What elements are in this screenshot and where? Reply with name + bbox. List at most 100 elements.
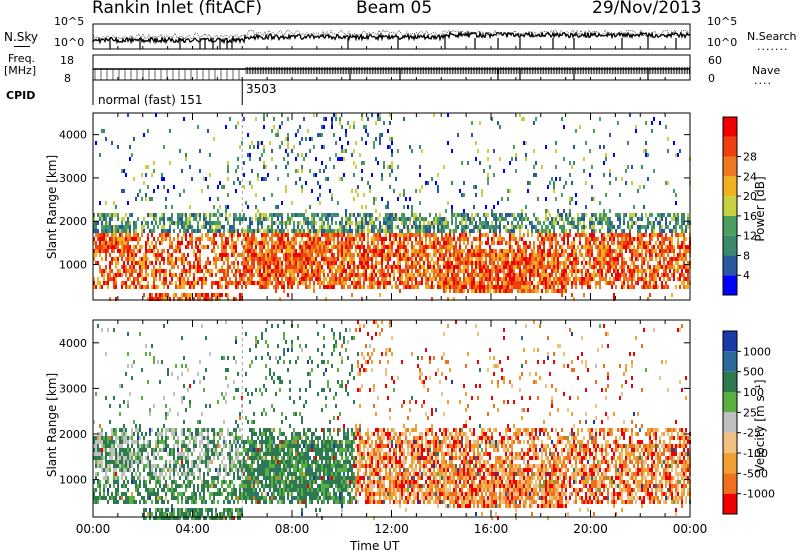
echo-cell	[215, 257, 217, 261]
echo-cell	[447, 273, 449, 277]
echo-cell	[149, 229, 151, 233]
echo-cell	[469, 249, 471, 253]
echo-cell	[629, 237, 631, 241]
echo-cell	[243, 273, 245, 277]
echo-cell	[129, 265, 131, 269]
echo-cell	[649, 241, 651, 245]
echo-cell	[107, 221, 109, 225]
echo-cell	[451, 253, 453, 257]
echo-cell	[161, 293, 163, 297]
echo-cell	[601, 221, 603, 225]
echo-cell	[323, 269, 325, 273]
echo-cell	[157, 185, 159, 189]
echo-cell	[481, 257, 483, 261]
echo-cell	[509, 269, 511, 273]
echo-cell	[649, 277, 651, 281]
echo-cell	[319, 253, 321, 257]
echo-cell	[589, 225, 591, 229]
echo-cell	[349, 273, 351, 277]
echo-cell	[473, 249, 475, 253]
echo-cell	[337, 213, 339, 217]
echo-cell	[345, 225, 347, 229]
echo-cell	[563, 221, 565, 225]
echo-cell	[483, 213, 485, 217]
echo-cell	[99, 245, 101, 249]
echo-cell	[263, 269, 265, 273]
echo-cell	[121, 233, 123, 237]
echo-cell	[209, 153, 211, 157]
echo-cell	[405, 265, 407, 269]
echo-cell	[309, 245, 311, 249]
echo-cell	[543, 261, 545, 265]
echo-cell	[423, 273, 425, 277]
echo-cell	[435, 277, 437, 281]
echo-cell	[429, 221, 431, 225]
echo-cell	[475, 221, 477, 225]
echo-cell	[371, 213, 373, 217]
echo-cell	[335, 229, 337, 233]
echo-cell	[599, 245, 601, 249]
echo-cell	[659, 257, 661, 261]
echo-cell	[325, 233, 327, 237]
echo-cell	[635, 125, 637, 129]
echo-cell	[99, 153, 101, 157]
echo-cell	[567, 281, 569, 285]
echo-cell	[591, 185, 593, 189]
echo-cell	[595, 281, 597, 285]
echo-cell	[215, 261, 217, 265]
echo-cell	[275, 221, 277, 225]
echo-cell	[199, 269, 201, 273]
echo-cell	[507, 221, 509, 225]
echo-cell	[271, 281, 273, 285]
echo-cell	[313, 257, 315, 261]
echo-cell	[343, 285, 345, 289]
echo-cell	[135, 229, 137, 233]
echo-cell	[441, 253, 443, 257]
echo-cell	[465, 221, 467, 225]
echo-cell	[429, 237, 431, 241]
echo-cell	[333, 237, 335, 241]
echo-cell	[645, 241, 647, 245]
echo-cell	[217, 269, 219, 273]
echo-cell	[383, 217, 385, 221]
echo-cell	[273, 285, 275, 289]
echo-cell	[607, 265, 609, 269]
echo-cell	[513, 257, 515, 261]
echo-cell	[561, 193, 563, 197]
echo-cell	[459, 277, 461, 281]
echo-cell	[97, 249, 99, 253]
echo-cell	[341, 249, 343, 253]
echo-cell	[123, 225, 125, 229]
echo-cell	[625, 233, 627, 237]
echo-cell	[609, 217, 611, 221]
echo-cell	[657, 237, 659, 241]
echo-cell	[543, 237, 545, 241]
echo-cell	[127, 269, 129, 273]
echo-cell	[333, 273, 335, 277]
echo-cell	[323, 253, 325, 257]
echo-cell	[363, 221, 365, 225]
echo-cell	[101, 221, 103, 225]
echo-cell	[285, 221, 287, 225]
echo-cell	[527, 217, 529, 221]
echo-cell	[489, 257, 491, 261]
echo-cell	[431, 257, 433, 261]
echo-cell	[271, 233, 273, 237]
echo-cell	[463, 289, 465, 293]
echo-cell	[415, 269, 417, 273]
echo-cell	[343, 277, 345, 281]
echo-cell	[431, 241, 433, 245]
x-axis-label: Time UT	[350, 539, 400, 553]
echo-cell	[361, 261, 363, 265]
echo-cell	[481, 285, 483, 289]
echo-cell	[257, 273, 259, 277]
echo-cell	[565, 217, 567, 221]
echo-cell	[381, 197, 383, 201]
echo-cell	[469, 217, 471, 221]
echo-cell	[257, 261, 259, 265]
echo-cell	[315, 233, 317, 237]
echo-cell	[601, 253, 603, 257]
echo-cell	[401, 269, 403, 273]
echo-cell	[535, 257, 537, 261]
echo-cell	[209, 237, 211, 241]
